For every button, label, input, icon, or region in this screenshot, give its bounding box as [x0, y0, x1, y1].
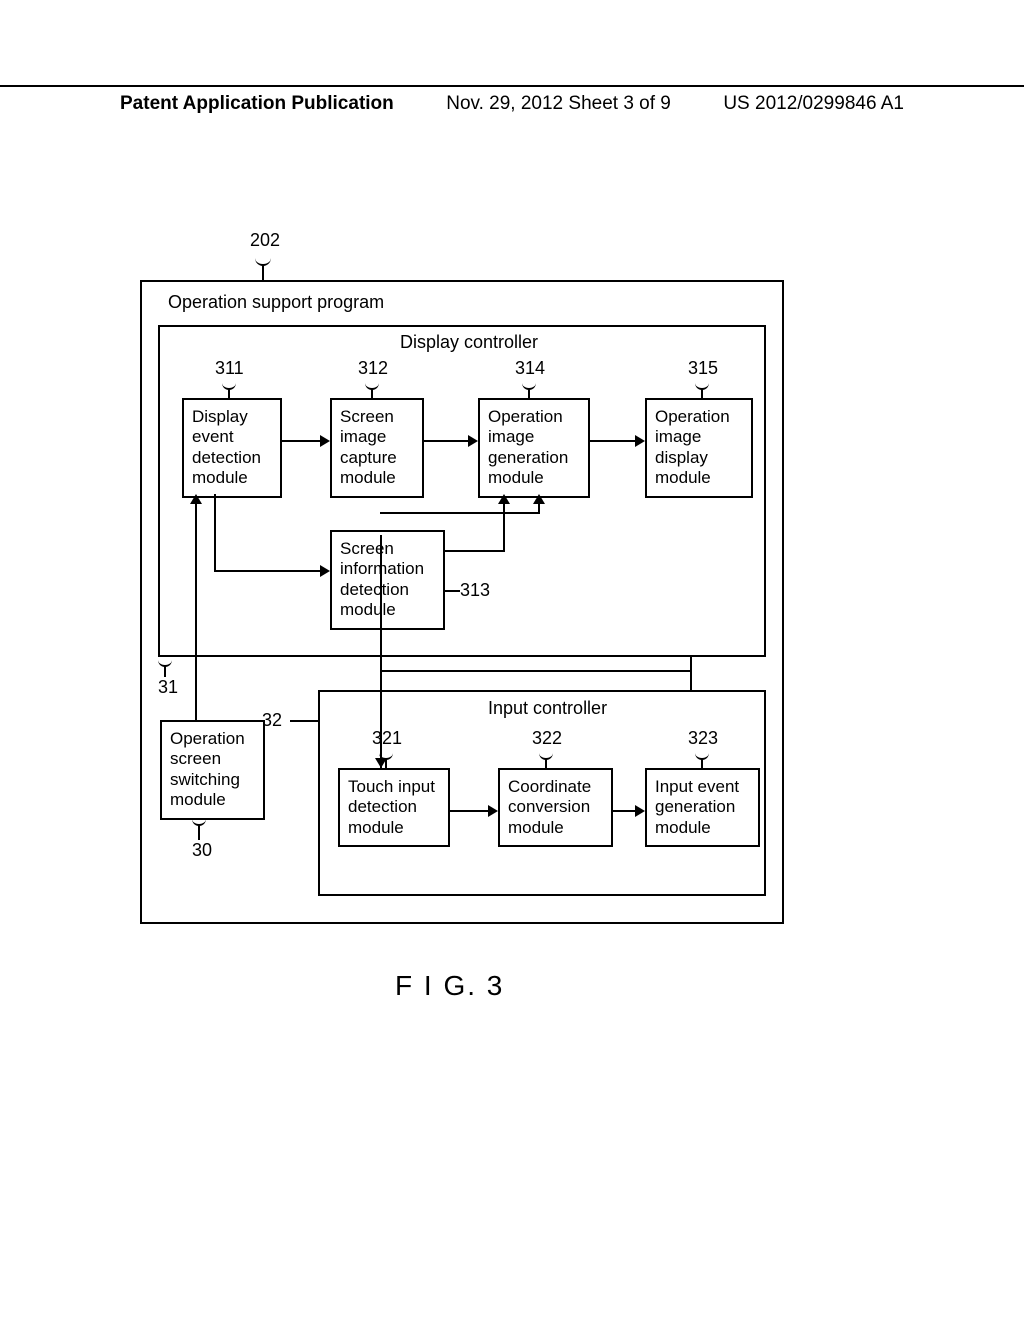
arrow-315-ic-v2 [380, 670, 382, 768]
lead-202 [262, 264, 264, 280]
arrow-322-323-line [613, 810, 635, 812]
figure-area: 202 Operation support program Display co… [140, 250, 820, 1000]
ref-31: 31 [158, 677, 178, 698]
module-321: Touch input detection module [338, 768, 450, 847]
ref-322: 322 [532, 728, 562, 749]
lead-315 [701, 388, 703, 398]
arrow-321-322-line [450, 810, 488, 812]
module-313: Screen information detection module [330, 530, 445, 630]
arrow-30-311-head [190, 494, 202, 504]
lead-312 [371, 388, 373, 398]
arrow-322-323-head [635, 805, 645, 817]
lead-32 [290, 720, 318, 722]
module-30: Operation screen switching module [160, 720, 265, 820]
arrow-313-314-head [498, 494, 510, 504]
lead-313 [445, 590, 460, 592]
module-311: Display event detection module [182, 398, 282, 498]
arrow-315-ic-h [380, 670, 692, 672]
arrow-311-313-v [214, 494, 216, 572]
figure-caption: F I G. 3 [395, 970, 504, 1002]
arrow-315-ic-v [690, 655, 692, 690]
module-322: Coordinate conversion module [498, 768, 613, 847]
lead-323 [701, 758, 703, 768]
ref-32: 32 [262, 710, 282, 731]
module-312: Screen image capture module [330, 398, 424, 498]
arrow-30-311-v [195, 504, 197, 720]
arrow-311-313-h [214, 570, 320, 572]
header-center: Nov. 29, 2012 Sheet 3 of 9 [446, 93, 671, 115]
arrow-314-315-line [590, 440, 635, 442]
arrow-312-314-line [424, 440, 468, 442]
arrow-ic-314-v [380, 535, 382, 690]
lead-311 [228, 388, 230, 398]
arrow-ic-314-v2 [538, 504, 540, 514]
arrow-311-313-head [320, 565, 330, 577]
input-controller-label: Input controller [488, 698, 607, 719]
display-controller-label: Display controller [400, 332, 538, 353]
ref-314: 314 [515, 358, 545, 379]
arrow-321-322-head [488, 805, 498, 817]
arrow-312-314-head [468, 435, 478, 447]
lead-314 [528, 388, 530, 398]
ref-313: 313 [460, 580, 490, 601]
ref-30: 30 [192, 840, 212, 861]
lead-30 [198, 824, 200, 840]
ref-323: 323 [688, 728, 718, 749]
arrow-313-314-h [445, 550, 503, 552]
page-header: Patent Application Publication Nov. 29, … [0, 85, 1024, 115]
ref-312: 312 [358, 358, 388, 379]
lead-322 [545, 758, 547, 768]
module-314: Operation image generation module [478, 398, 590, 498]
arrow-311-312-head [320, 435, 330, 447]
arrow-314-315-head [635, 435, 645, 447]
module-315: Operation image display module [645, 398, 753, 498]
ref-315: 315 [688, 358, 718, 379]
arrow-ic-314-h [380, 512, 538, 514]
header-right: US 2012/0299846 A1 [723, 93, 1024, 115]
arrow-311-312-line [282, 440, 320, 442]
lead-31 [164, 665, 166, 677]
arrow-ic-314-head [533, 494, 545, 504]
program-title: Operation support program [168, 292, 384, 313]
ref-202: 202 [250, 230, 280, 251]
ref-311: 311 [215, 358, 244, 379]
ref-321: 321 [372, 728, 402, 749]
header-left: Patent Application Publication [0, 93, 394, 115]
module-323: Input event generation module [645, 768, 760, 847]
